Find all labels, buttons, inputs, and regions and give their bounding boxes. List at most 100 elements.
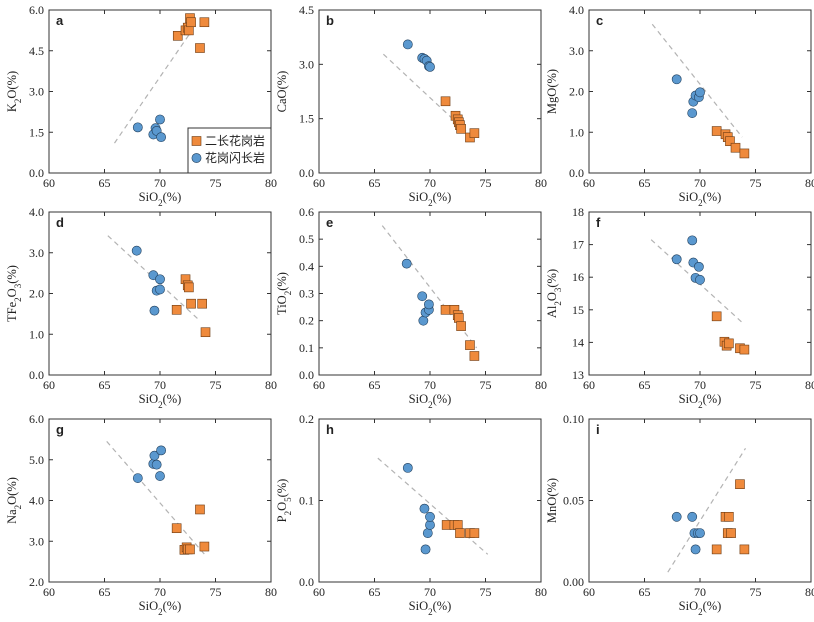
x-tick-label: 70 xyxy=(694,378,706,392)
monzogranite-point xyxy=(171,523,182,534)
x-tick-label: 65 xyxy=(639,176,651,190)
monzogranite-point xyxy=(724,511,734,522)
granodiorite-point xyxy=(131,245,142,256)
y-tick-label: 13 xyxy=(572,368,584,382)
x-tick-label: 75 xyxy=(750,585,762,599)
granodiorite-point xyxy=(155,284,165,295)
x-tick-label: 70 xyxy=(694,176,706,190)
panel-letter: f xyxy=(596,215,601,230)
y-axis-label: Na2O(%) xyxy=(5,477,23,524)
monzogranite-point xyxy=(711,311,722,322)
x-tick-label: 70 xyxy=(154,378,166,392)
x-tick-label: 65 xyxy=(639,378,651,392)
y-tick-label: 0.4 xyxy=(299,259,314,273)
y-tick-label: 0.0 xyxy=(29,368,44,382)
monzogranite-point xyxy=(735,479,745,490)
x-tick-label: 75 xyxy=(750,378,762,392)
granodiorite-point xyxy=(402,39,413,50)
trend-line xyxy=(106,441,208,558)
x-tick-label: 75 xyxy=(210,378,222,392)
y-tick-label: 0.10 xyxy=(563,412,584,426)
x-tick-label: 60 xyxy=(313,378,325,392)
monzogranite-point xyxy=(456,321,466,331)
monzogranite-point xyxy=(197,298,207,309)
monzogranite-point xyxy=(440,304,451,315)
x-axis-label: SiO2(%) xyxy=(679,392,722,410)
panel-d: 60 65 70 75 80 0.0 1.0 2.0 3.0 4.0 SiO2(%) TFe2O3(%… xyxy=(5,205,277,410)
y-tick-label: 0.1 xyxy=(299,341,314,355)
y-tick-label: 6.0 xyxy=(29,412,44,426)
y-axis-label: TiO2(%) xyxy=(275,272,293,315)
x-tick-label: 75 xyxy=(750,176,762,190)
x-tick-label: 80 xyxy=(805,378,814,392)
trend-line xyxy=(107,235,199,320)
granodiorite-point xyxy=(132,122,143,133)
y-tick-label: 16 xyxy=(572,270,584,284)
x-tick-label: 70 xyxy=(424,176,436,190)
plot-frame xyxy=(48,418,272,583)
legend-label: 二长花岗岩 xyxy=(205,133,265,148)
x-tick-label: 80 xyxy=(535,176,547,190)
x-tick-label: 60 xyxy=(313,585,325,599)
y-tick-label: 3.0 xyxy=(29,534,44,548)
panel-letter: d xyxy=(56,215,64,230)
granodiorite-point xyxy=(149,305,160,316)
y-tick-label: 3.0 xyxy=(299,57,314,71)
monzogranite-point xyxy=(199,541,210,552)
y-tick-label: 15 xyxy=(572,303,584,317)
y-tick-label: 0.0 xyxy=(299,368,314,382)
monzogranite-point xyxy=(465,340,475,350)
panel-h: 60 65 70 75 80 0.0 0.1 0.2 SiO2(%) P2O5(%) h xyxy=(275,412,547,617)
monzogranite-point xyxy=(456,124,466,134)
x-tick-label: 80 xyxy=(265,176,277,190)
x-axis-label: SiO2(%) xyxy=(679,190,722,208)
y-tick-label: 0.2 xyxy=(299,314,314,328)
trend-line xyxy=(651,23,743,138)
granodiorite-point xyxy=(425,520,435,530)
granodiorite-point xyxy=(425,61,435,72)
monzogranite-point xyxy=(184,25,194,36)
monzogranite-point xyxy=(185,544,195,555)
y-axis-label: MgO(%) xyxy=(545,69,559,114)
granodiorite-point xyxy=(420,544,431,555)
y-tick-label: 4.0 xyxy=(29,494,44,508)
monzogranite-point xyxy=(195,504,205,515)
y-axis-label: CaO(%) xyxy=(275,71,289,113)
x-tick-label: 65 xyxy=(369,585,381,599)
y-tick-label: 4.0 xyxy=(29,205,44,219)
legend-box xyxy=(187,127,272,174)
monzogranite-point xyxy=(172,31,183,41)
x-axis-label: SiO2(%) xyxy=(409,392,452,410)
x-tick-label: 70 xyxy=(694,585,706,599)
monzogranite-point xyxy=(711,544,722,555)
panel-letter: h xyxy=(326,422,334,437)
granodiorite-point xyxy=(156,445,167,456)
x-tick-label: 65 xyxy=(99,378,111,392)
x-tick-label: 75 xyxy=(210,585,222,599)
x-tick-label: 60 xyxy=(43,378,55,392)
y-tick-label: 4.5 xyxy=(299,3,314,17)
y-tick-label: 1.5 xyxy=(299,112,314,126)
y-tick-label: 0.5 xyxy=(299,232,314,246)
x-tick-label: 80 xyxy=(265,378,277,392)
y-tick-label: 4.0 xyxy=(569,3,584,17)
legend-marker-square xyxy=(191,136,202,146)
x-tick-label: 65 xyxy=(639,585,651,599)
granodiorite-point xyxy=(695,87,705,98)
panel-e: 60 65 70 75 80 0.0 0.1 0.2 0.3 0.4 0.5 0.6 SiO2(%) Ti… xyxy=(275,205,547,410)
monzogranite-point xyxy=(440,96,451,107)
monzogranite-point xyxy=(195,43,205,53)
granodiorite-point xyxy=(690,544,701,555)
monzogranite-point xyxy=(184,282,194,293)
trend-line xyxy=(382,53,471,136)
granodiorite-point xyxy=(695,274,705,285)
x-tick-label: 75 xyxy=(210,176,222,190)
monzogranite-point xyxy=(452,520,463,530)
x-tick-label: 80 xyxy=(535,378,547,392)
granodiorite-point xyxy=(671,254,682,265)
granodiorite-point xyxy=(155,471,165,481)
granodiorite-point xyxy=(401,258,412,269)
granodiorite-point xyxy=(402,462,413,473)
monzogranite-point xyxy=(711,126,722,136)
y-tick-label: 0.3 xyxy=(299,287,314,301)
